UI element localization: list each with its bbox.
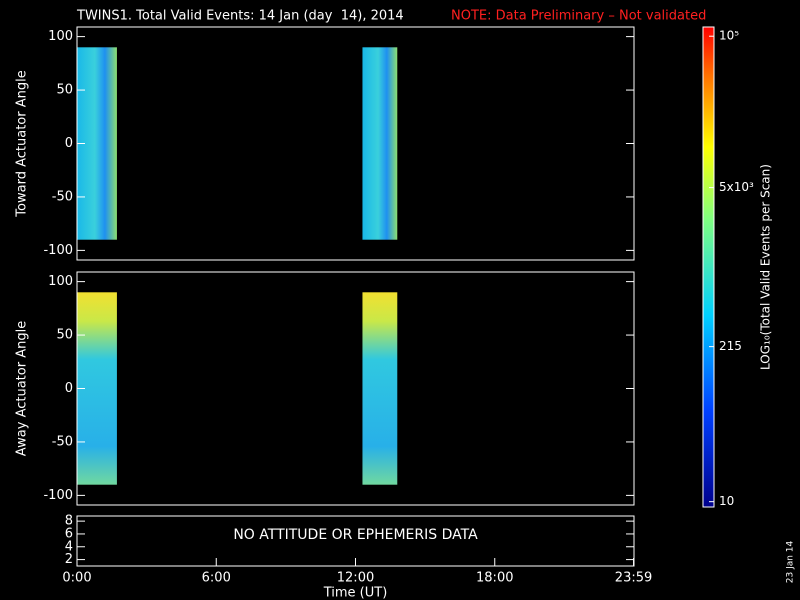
x-tick-label: 12:00 — [337, 571, 374, 586]
y-tick-label: 50 — [56, 328, 73, 343]
panel-frame — [76, 271, 635, 506]
x-tick-label: 6:00 — [202, 571, 231, 586]
colorbar-tick-label: 10 — [719, 494, 734, 508]
y-tick-label: -100 — [43, 243, 73, 258]
data-block — [362, 292, 398, 485]
x-tick-label: 0:00 — [62, 571, 91, 586]
y-tick-label: 100 — [48, 29, 73, 44]
y-tick-label: 6 — [65, 526, 73, 541]
y-tick-label: 0 — [65, 136, 73, 151]
title: TWINS1. Total Valid Events: 14 Jan (day … — [76, 9, 404, 24]
data-block — [362, 47, 398, 240]
y-axis-label: Away Actuator Angle — [15, 321, 30, 456]
y-tick-label: 8 — [65, 514, 73, 529]
y-tick-label: 2 — [65, 552, 73, 567]
y-tick-label: 50 — [56, 83, 73, 98]
y-tick-label: -50 — [52, 189, 73, 204]
x-tick-label: 18:00 — [476, 571, 513, 586]
y-tick-label: 4 — [65, 539, 73, 554]
annotation: NO ATTITUDE OR EPHEMERIS DATA — [233, 527, 478, 543]
colorbar-tick-label: 5x10³ — [719, 180, 754, 194]
y-tick-label: -100 — [43, 488, 73, 503]
y-axis-label: Toward Actuator Angle — [15, 70, 30, 217]
x-tick-label: 23:59 — [615, 571, 652, 586]
y-tick-label: 100 — [48, 274, 73, 289]
y-tick-label: -50 — [52, 434, 73, 449]
colorbar-tick-label: 10⁵ — [719, 29, 739, 43]
footer-date: 23 Jan 14 — [786, 540, 796, 583]
panel-frame — [76, 26, 635, 261]
colorbar — [702, 26, 715, 508]
colorbar-label: LOG₁₀(Total Valid Events per Scan) — [759, 164, 773, 370]
y-tick-label: 0 — [65, 381, 73, 396]
colorbar-tick-label: 215 — [719, 339, 742, 353]
note: NOTE: Data Preliminary – Not validated — [451, 9, 706, 24]
x-axis-label: Time (UT) — [323, 586, 388, 600]
